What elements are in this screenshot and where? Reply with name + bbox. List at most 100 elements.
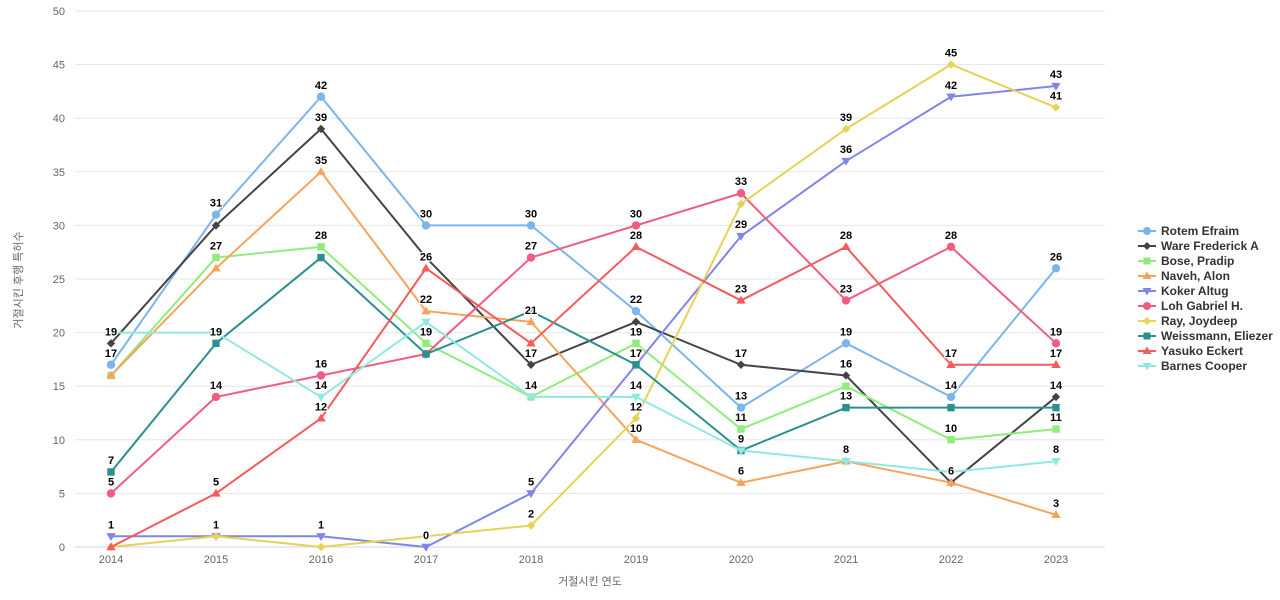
data-point-loh-gabriel-h-2020[interactable] <box>736 189 746 198</box>
data-point-bose-pradip-2019[interactable] <box>632 339 640 348</box>
data-point-naveh-alon-2016[interactable] <box>316 167 326 175</box>
data-point-naveh-alon-2014[interactable] <box>106 370 116 379</box>
data-point-yasuko-eckert-2016[interactable] <box>316 413 326 422</box>
data-point-ware-frederick-a-2021[interactable] <box>841 371 851 380</box>
data-point-loh-gabriel-h-2021[interactable] <box>841 296 851 305</box>
data-point-koker-altug-2018[interactable] <box>526 490 536 499</box>
data-point-loh-gabriel-h-2018[interactable] <box>526 253 536 262</box>
data-point-bose-pradip-2017[interactable] <box>422 339 430 348</box>
data-point-koker-altug-2017[interactable] <box>421 543 431 552</box>
data-point-ray-joydeep-2021[interactable] <box>841 124 851 134</box>
data-point-rotem-efraim-2022[interactable] <box>946 392 956 402</box>
data-point-yasuko-eckert-2022[interactable] <box>946 360 956 368</box>
data-point-ray-joydeep-2022[interactable] <box>946 60 956 69</box>
data-point-barnes-cooper-2014[interactable] <box>106 329 116 338</box>
series-line-yasuko-eckert[interactable] <box>110 245 1057 548</box>
data-point-rotem-efraim-2017[interactable] <box>421 221 431 230</box>
data-point-weissmann-eliezer-2016[interactable] <box>317 253 325 262</box>
data-point-koker-altug-2020[interactable] <box>736 232 746 241</box>
legend-item-ray-joydeep[interactable]: Ray, Joydeep <box>1138 313 1273 328</box>
data-point-ray-joydeep-2017[interactable] <box>421 532 431 541</box>
data-point-rotem-efraim-2023[interactable] <box>1051 264 1061 273</box>
data-point-yasuko-eckert-2019[interactable] <box>631 242 641 251</box>
data-point-weissmann-eliezer-2023[interactable] <box>1052 403 1060 412</box>
data-point-koker-altug-2016[interactable] <box>316 533 326 541</box>
series-line-rotem-efraim[interactable] <box>110 95 1057 409</box>
data-point-naveh-alon-2018[interactable] <box>526 317 536 326</box>
data-point-rotem-efraim-2018[interactable] <box>526 221 536 230</box>
data-point-weissmann-eliezer-2022[interactable] <box>947 403 955 412</box>
data-point-loh-gabriel-h-2022[interactable] <box>946 242 956 252</box>
legend-item-weissmann-eliezer[interactable]: Weissmann, Eliezer <box>1138 328 1273 343</box>
data-point-loh-gabriel-h-2016[interactable] <box>316 371 326 380</box>
data-point-koker-altug-2022[interactable] <box>946 93 956 102</box>
data-point-barnes-cooper-2022[interactable] <box>946 468 956 477</box>
data-point-weissmann-eliezer-2021[interactable] <box>842 403 850 412</box>
data-point-koker-altug-2014[interactable] <box>106 533 116 541</box>
data-point-barnes-cooper-2019[interactable] <box>631 393 641 402</box>
series-line-naveh-alon[interactable] <box>110 170 1057 516</box>
legend-item-yasuko-eckert[interactable]: Yasuko Eckert <box>1138 343 1273 358</box>
data-point-weissmann-eliezer-2015[interactable] <box>212 339 220 348</box>
series-line-koker-altug[interactable] <box>110 85 1057 548</box>
data-point-bose-pradip-2016[interactable] <box>317 243 325 251</box>
data-point-naveh-alon-2022[interactable] <box>946 477 956 486</box>
legend-item-ware-frederick-a[interactable]: Ware Frederick A <box>1138 238 1273 253</box>
data-point-barnes-cooper-2016[interactable] <box>316 393 326 402</box>
legend-item-naveh-alon[interactable]: Naveh, Alon <box>1138 268 1273 283</box>
data-point-ware-frederick-a-2018[interactable] <box>526 360 536 369</box>
data-point-naveh-alon-2019[interactable] <box>631 435 641 443</box>
data-point-ray-joydeep-2020[interactable] <box>736 199 746 209</box>
legend-item-koker-altug[interactable]: Koker Altug <box>1138 283 1273 298</box>
data-point-weissmann-eliezer-2014[interactable] <box>107 468 115 476</box>
data-point-yasuko-eckert-2023[interactable] <box>1051 360 1061 368</box>
data-point-barnes-cooper-2020[interactable] <box>736 447 746 456</box>
data-point-ray-joydeep-2018[interactable] <box>526 521 536 530</box>
data-point-loh-gabriel-h-2014[interactable] <box>106 489 116 498</box>
data-point-ray-joydeep-2016[interactable] <box>316 542 326 552</box>
series-line-bose-pradip[interactable] <box>110 245 1057 441</box>
legend-item-barnes-cooper[interactable]: Barnes Cooper <box>1138 358 1273 373</box>
legend-item-rotem-efraim[interactable]: Rotem Efraim <box>1138 223 1273 238</box>
data-point-bose-pradip-2015[interactable] <box>212 253 220 262</box>
data-point-weissmann-eliezer-2017[interactable] <box>422 350 430 358</box>
data-point-loh-gabriel-h-2019[interactable] <box>631 221 641 230</box>
data-point-bose-pradip-2022[interactable] <box>947 436 955 444</box>
data-point-naveh-alon-2017[interactable] <box>421 306 431 315</box>
data-point-yasuko-eckert-2018[interactable] <box>526 338 536 347</box>
data-point-barnes-cooper-2018[interactable] <box>526 393 536 402</box>
data-point-ware-frederick-a-2016[interactable] <box>316 124 326 134</box>
data-point-yasuko-eckert-2020[interactable] <box>736 295 746 304</box>
data-point-barnes-cooper-2017[interactable] <box>421 318 431 327</box>
legend-item-bose-pradip[interactable]: Bose, Pradip <box>1138 253 1273 268</box>
data-point-ware-frederick-a-2023[interactable] <box>1051 392 1061 402</box>
data-point-koker-altug-2023[interactable] <box>1051 82 1061 91</box>
data-point-ware-frederick-a-2019[interactable] <box>631 317 641 327</box>
data-point-ware-frederick-a-2017[interactable] <box>421 253 431 262</box>
data-point-rotem-efraim-2019[interactable] <box>631 306 641 316</box>
data-point-rotem-efraim-2020[interactable] <box>736 403 746 412</box>
series-line-ray-joydeep[interactable] <box>110 63 1057 548</box>
data-point-ware-frederick-a-2015[interactable] <box>211 221 221 230</box>
data-point-weissmann-eliezer-2018[interactable] <box>527 307 535 315</box>
data-point-ray-joydeep-2019[interactable] <box>631 414 641 423</box>
data-point-barnes-cooper-2021[interactable] <box>841 458 851 466</box>
legend-item-loh-gabriel-h[interactable]: Loh Gabriel H. <box>1138 298 1273 313</box>
data-point-barnes-cooper-2015[interactable] <box>211 329 221 338</box>
data-point-yasuko-eckert-2021[interactable] <box>841 242 851 251</box>
series-line-weissmann-eliezer[interactable] <box>110 256 1057 473</box>
data-point-rotem-efraim-2015[interactable] <box>211 210 221 219</box>
series-line-ware-frederick-a[interactable] <box>110 127 1057 484</box>
data-point-yasuko-eckert-2017[interactable] <box>421 263 431 272</box>
data-point-barnes-cooper-2023[interactable] <box>1051 458 1061 466</box>
data-point-yasuko-eckert-2014[interactable] <box>106 542 116 551</box>
series-line-loh-gabriel-h[interactable] <box>110 192 1057 495</box>
data-point-rotem-efraim-2014[interactable] <box>106 360 116 369</box>
data-point-ware-frederick-a-2014[interactable] <box>106 339 116 348</box>
data-point-bose-pradip-2023[interactable] <box>1052 425 1060 433</box>
data-point-loh-gabriel-h-2023[interactable] <box>1051 339 1061 348</box>
data-point-bose-pradip-2021[interactable] <box>842 382 850 390</box>
data-point-naveh-alon-2023[interactable] <box>1051 510 1061 519</box>
data-point-bose-pradip-2020[interactable] <box>737 425 745 433</box>
data-point-koker-altug-2021[interactable] <box>841 157 851 166</box>
